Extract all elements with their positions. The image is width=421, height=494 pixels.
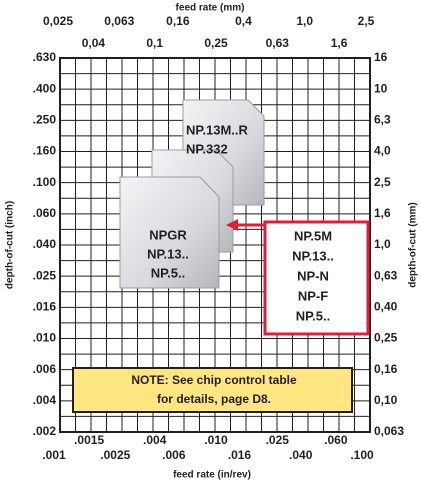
tick-label: .025	[266, 433, 290, 447]
insert-label: NP.332	[186, 141, 228, 156]
tick-label: .004	[33, 393, 57, 407]
tick-label: 6,3	[374, 113, 391, 127]
tick-label: 0,16	[166, 14, 190, 28]
tick-label: .006	[162, 448, 186, 462]
tick-label: .025	[33, 268, 57, 282]
tick-label: 0,25	[204, 36, 228, 50]
tick-label: .0015	[74, 433, 104, 447]
callout-label: NP-F	[298, 288, 328, 303]
axis-title: depth-of-cut (inch)	[5, 201, 16, 289]
tick-label: .010	[204, 433, 228, 447]
tick-label: 2,5	[358, 14, 375, 28]
tick-label: .630	[33, 50, 57, 64]
tick-label: 0,25	[374, 331, 398, 345]
tick-label: .100	[33, 175, 57, 189]
tick-label: 0,63	[266, 36, 290, 50]
tick-label: 0,1	[146, 36, 163, 50]
axis-title: feed rate (in/rev)	[173, 470, 251, 481]
note-text: for details, page D8.	[157, 392, 271, 406]
tick-label: .400	[33, 81, 57, 95]
insert-label: NP.13M..R	[186, 122, 249, 137]
tick-label: 1,0	[296, 14, 313, 28]
tick-label: 4,0	[374, 144, 391, 158]
tick-label: 0,063	[374, 424, 404, 438]
tick-label: .001	[42, 448, 66, 462]
tick-label: .010	[33, 331, 57, 345]
tick-label: 0,04	[82, 36, 106, 50]
axis-title: feed rate (mm)	[176, 3, 245, 14]
callout-label: NP.5..	[296, 308, 330, 323]
callout-label: NP.13..	[292, 248, 334, 263]
chart: feed rate (mm) 0,025 0,063 0,16 0,4 1,0 2,5 0,0…	[0, 0, 421, 489]
callout-label: NP.5M	[294, 228, 332, 243]
tick-label: .160	[33, 144, 57, 158]
tick-label: .100	[350, 448, 374, 462]
tick-label: 0,025	[43, 14, 73, 28]
tick-label: 0,4	[235, 14, 252, 28]
tick-label: 0,063	[104, 14, 134, 28]
tick-label: 16	[374, 50, 388, 64]
tick-label: 0,16	[374, 362, 398, 376]
tick-label: .060	[324, 433, 348, 447]
tick-label: 1,6	[331, 36, 348, 50]
tick-label: .0025	[100, 448, 130, 462]
tick-label: .002	[33, 424, 57, 438]
tick-label: 1,6	[374, 206, 391, 220]
tick-label: 1,0	[374, 237, 391, 251]
insert-label: NP.5..	[151, 265, 185, 280]
tick-label: .040	[289, 448, 313, 462]
tick-label: 10	[374, 81, 388, 95]
insert-label: NPGR	[149, 227, 187, 242]
tick-label: 0,63	[374, 268, 398, 282]
callout-label: NP-N	[297, 268, 329, 283]
tick-label: 0,40	[374, 300, 398, 314]
tick-label: .016	[228, 448, 252, 462]
tick-label: .060	[33, 206, 57, 220]
tick-label: .006	[33, 362, 57, 376]
tick-label: 2,5	[374, 175, 391, 189]
insert-label: NP.13..	[147, 246, 189, 261]
axis-title: depth-of-cut (mm)	[408, 202, 419, 288]
tick-label: .250	[33, 113, 57, 127]
tick-label: .004	[143, 433, 167, 447]
note-text: NOTE: See chip control table	[131, 373, 297, 387]
tick-label: .016	[33, 300, 57, 314]
tick-label: .040	[33, 237, 57, 251]
tick-label: 0,10	[374, 393, 398, 407]
